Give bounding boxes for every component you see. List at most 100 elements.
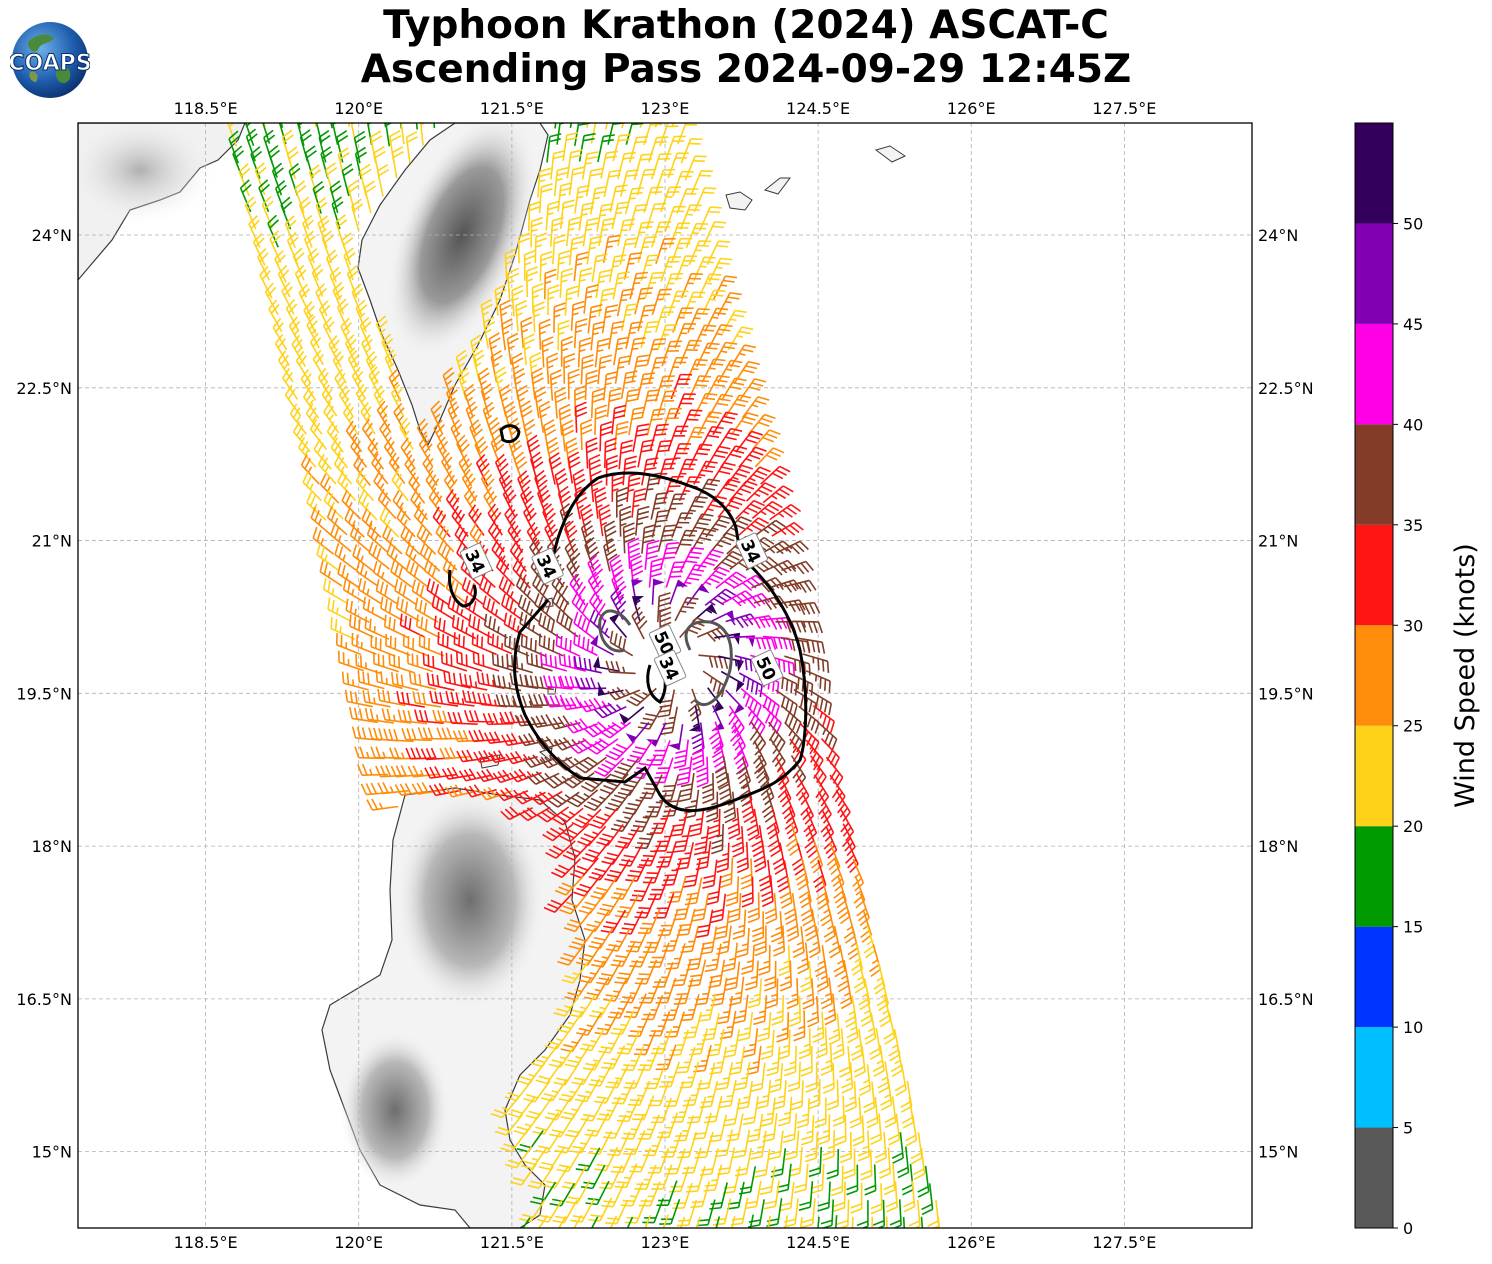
wind-barb — [323, 401, 340, 434]
y-tick-label-left: 16.5°N — [16, 990, 72, 1009]
wind-barb — [483, 731, 516, 744]
wind-barb — [619, 910, 644, 935]
wind-barb — [546, 352, 559, 384]
wind-barb — [611, 471, 624, 502]
wind-barb — [376, 315, 388, 349]
wind-barb — [500, 1130, 528, 1153]
wind-barb — [654, 375, 675, 402]
wind-barb — [470, 334, 483, 367]
wind-barb — [805, 670, 831, 693]
wind-barb — [883, 1012, 896, 1045]
wind-barb — [584, 536, 600, 570]
wind-barb — [784, 655, 811, 676]
wind-barb — [657, 324, 678, 351]
colorbar-segment — [1355, 123, 1393, 224]
wind-barb — [345, 420, 363, 453]
wind-barb — [509, 672, 539, 690]
wind-barb — [830, 858, 845, 892]
wind-barb — [351, 726, 382, 741]
wind-barb — [607, 994, 632, 1019]
wind-barb — [651, 578, 665, 605]
wind-barb — [802, 653, 830, 674]
wind-barb — [559, 675, 590, 689]
wind-barb — [753, 740, 767, 774]
wind-barb — [823, 825, 838, 859]
wind-barb — [333, 453, 353, 485]
wind-barb — [692, 603, 718, 623]
wind-barb — [853, 1045, 866, 1078]
wind-barb — [716, 842, 730, 873]
wind-barb — [423, 559, 446, 588]
wind-barb — [800, 1045, 813, 1077]
wind-barb — [737, 1012, 754, 1042]
wind-barb — [730, 344, 757, 368]
wind-barb — [309, 418, 328, 450]
wind-barb — [660, 541, 679, 570]
wind-barb — [605, 927, 631, 952]
wind-barb — [655, 977, 677, 1004]
wind-barb — [800, 1115, 815, 1146]
colorbar-segment — [1355, 323, 1393, 425]
wind-barb — [384, 349, 397, 383]
wind-barb — [657, 910, 679, 937]
wind-barb — [657, 524, 677, 552]
colorbar-label: Wind Speed (knots) — [1450, 543, 1481, 808]
wind-barb — [637, 304, 657, 332]
wind-barb — [620, 370, 638, 400]
wind-barb — [420, 747, 453, 761]
wind-barb — [726, 1113, 744, 1142]
wind-barb — [689, 1028, 709, 1056]
wind-barb — [647, 1148, 670, 1174]
wind-barb — [390, 384, 405, 417]
contour-label: 34 — [459, 542, 493, 580]
wind-barb — [463, 710, 495, 723]
wind-barb — [524, 674, 554, 691]
x-tick-label-top: 126°E — [947, 99, 996, 118]
wind-barb — [704, 1095, 723, 1124]
wind-barb — [311, 264, 324, 297]
wind-barb — [377, 488, 397, 520]
wind-barb — [397, 123, 403, 129]
wind-barb — [306, 491, 327, 521]
wind-barb — [575, 1147, 601, 1172]
wind-barb — [642, 927, 665, 954]
wind-barb — [351, 632, 377, 656]
wind-barb — [770, 911, 783, 943]
wind-barb — [760, 1097, 776, 1127]
wind-barb — [746, 808, 760, 842]
globe-logo-icon: COAPS — [10, 22, 90, 98]
wind-barb — [538, 1146, 565, 1171]
x-tick-label-top: 123°E — [641, 99, 690, 118]
wind-barb — [814, 1097, 827, 1129]
wind-barb — [309, 332, 324, 366]
wind-barb — [563, 520, 578, 554]
wind-barb — [841, 823, 856, 857]
wind-barb — [863, 1081, 876, 1114]
wind-barb — [327, 597, 352, 623]
wind-barb — [766, 1046, 781, 1077]
wind-barb — [796, 1098, 810, 1129]
wind-barb — [431, 123, 436, 129]
wind-barb — [514, 1217, 531, 1228]
wind-barb — [921, 1183, 934, 1216]
luzon-terrain-north — [395, 790, 545, 1010]
wind-barb — [630, 807, 655, 833]
wind-barb — [816, 721, 838, 751]
wind-barb — [573, 611, 596, 640]
wind-barb — [765, 978, 779, 1010]
wind-barb — [291, 334, 307, 368]
wind-barb — [801, 1198, 816, 1228]
wind-barb — [520, 486, 534, 520]
wind-barb — [822, 1062, 835, 1094]
wind-barb — [330, 616, 356, 640]
wind-barb — [747, 978, 762, 1009]
wind-barb — [552, 807, 584, 826]
wind-barb — [885, 1216, 889, 1228]
wind-barb — [564, 285, 579, 316]
wind-barb — [456, 651, 483, 672]
wind-barb — [379, 419, 395, 452]
wind-barb — [608, 320, 625, 350]
wind-barb — [627, 537, 641, 569]
wind-barb — [396, 691, 425, 708]
